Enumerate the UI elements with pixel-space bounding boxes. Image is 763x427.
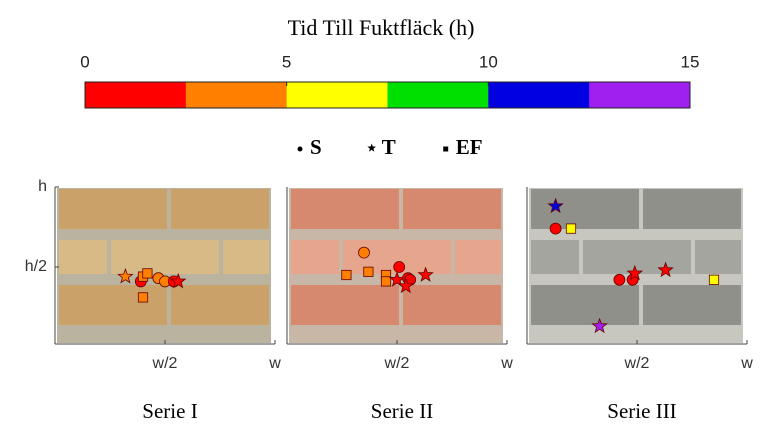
- brick: [403, 189, 501, 229]
- marker-square: [143, 269, 152, 278]
- colorbar-segment: [589, 82, 690, 108]
- marker-circle: [359, 247, 370, 258]
- x-tick-label: w: [268, 355, 281, 372]
- marker-square: [566, 224, 575, 233]
- brick: [291, 240, 339, 274]
- panel-title: Serie II: [371, 399, 433, 423]
- colorbar-tick-label: 15: [681, 52, 700, 71]
- marker-circle: [614, 274, 625, 285]
- brick: [111, 240, 219, 274]
- brick: [171, 285, 269, 325]
- colorbar-segment: [186, 82, 287, 108]
- legend-label: T: [382, 135, 396, 159]
- colorbar-title: Tid Till Fuktfläck (h): [288, 15, 475, 40]
- brick: [531, 285, 639, 325]
- colorbar-tick-label: 10: [479, 52, 498, 71]
- brick: [531, 189, 639, 229]
- panel-title: Serie III: [607, 399, 676, 423]
- colorbar-segment: [287, 82, 388, 108]
- legend-marker: [443, 147, 448, 152]
- panel-title: Serie I: [142, 399, 197, 423]
- brick: [695, 240, 741, 274]
- marker-square: [342, 270, 351, 279]
- x-tick-label: w/2: [624, 355, 650, 372]
- legend-marker: [367, 144, 376, 152]
- marker-square: [364, 267, 373, 276]
- brick: [171, 189, 269, 229]
- colorbar-segment: [85, 82, 186, 108]
- legend-label: S: [310, 135, 322, 159]
- colorbar-tick-label: 5: [282, 52, 291, 71]
- brick: [59, 189, 167, 229]
- brick: [455, 240, 501, 274]
- x-tick-label: w: [740, 355, 753, 372]
- colorbar-segment: [388, 82, 489, 108]
- marker-square: [138, 293, 147, 302]
- brick: [291, 189, 399, 229]
- x-tick-label: w/2: [152, 355, 178, 372]
- brick: [643, 285, 741, 325]
- brick: [291, 285, 399, 325]
- marker-circle: [550, 223, 561, 234]
- brick: [531, 240, 579, 274]
- brick: [223, 240, 269, 274]
- brick: [59, 285, 167, 325]
- colorbar-tick-label: 0: [80, 52, 89, 71]
- legend-marker: [298, 147, 303, 152]
- y-tick-label: h: [38, 178, 47, 195]
- colorbar-segment: [488, 82, 589, 108]
- brick: [403, 285, 501, 325]
- x-tick-label: w/2: [384, 355, 410, 372]
- x-tick-label: w: [500, 355, 513, 372]
- marker-square: [709, 275, 718, 284]
- brick: [643, 189, 741, 229]
- brick: [583, 240, 691, 274]
- marker-circle: [394, 262, 405, 273]
- y-tick-label: h/2: [25, 258, 47, 275]
- brick: [59, 240, 107, 274]
- marker-square: [381, 277, 390, 286]
- figure: Tid Till Fuktfläck (h) 0 5 10 15 S T EF w/2 w h/2…: [0, 0, 763, 427]
- legend-label: EF: [456, 135, 483, 159]
